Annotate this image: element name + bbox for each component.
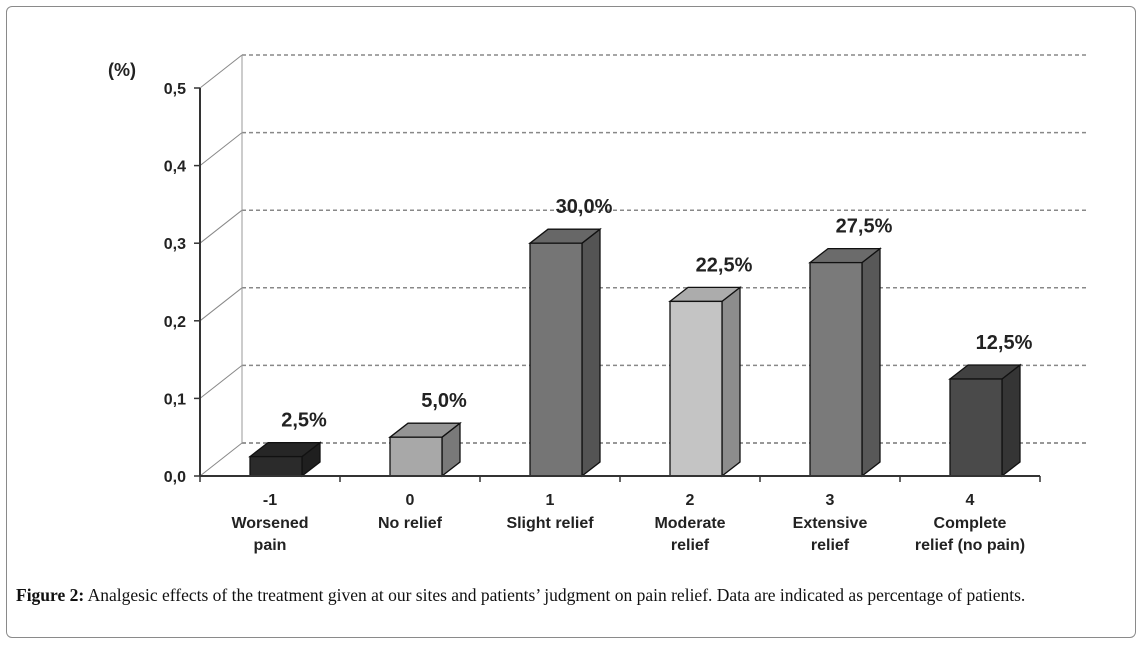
- bar-chart: 0,0 0,1 0,2 0,3 0,4 0,5 (%) 2,5% 5,0% 30,0% 22,5% 2…: [108, 54, 1086, 554]
- x-tick-label: Complete: [934, 515, 1007, 532]
- gridline-depth: [199, 365, 243, 399]
- bar: [949, 378, 1003, 477]
- bar-value-label: 27,5%: [836, 216, 893, 238]
- y-tick-label: 0,5: [164, 81, 186, 98]
- x-tick-code: 1: [546, 492, 555, 509]
- bar-value-label: 2,5%: [281, 410, 327, 432]
- bar: [249, 455, 303, 477]
- y-tick-label: 0,3: [164, 236, 186, 253]
- y-unit-label: (%): [108, 60, 136, 80]
- gridline-depth: [199, 132, 243, 166]
- bar-side: [1001, 363, 1021, 478]
- bar-side: [721, 286, 741, 478]
- x-tick-label: Worsened: [231, 515, 308, 532]
- bar-value-label: 5,0%: [421, 390, 467, 412]
- bar: [669, 300, 723, 477]
- y-tick-label: 0,2: [164, 314, 186, 331]
- bar: [389, 436, 443, 477]
- x-tick-label: Moderate: [654, 515, 725, 532]
- bar-value-label: 30,0%: [556, 196, 613, 218]
- x-tick-label: relief (no pain): [915, 537, 1025, 554]
- bar-side: [861, 247, 881, 478]
- x-tick-label: Slight relief: [506, 515, 594, 532]
- gridline-depth: [199, 209, 243, 244]
- y-tick-label: 0,4: [164, 159, 186, 176]
- bar-side: [581, 227, 601, 478]
- x-tick-label: No relief: [378, 515, 443, 532]
- x-tick-code: 4: [966, 492, 975, 509]
- gridline-depth: [199, 54, 243, 89]
- figure-caption: Figure 2: Analgesic effects of the treat…: [16, 585, 1136, 606]
- x-tick-label: relief: [811, 537, 850, 554]
- bar-value-label: 12,5%: [976, 332, 1033, 354]
- x-tick-code: 3: [826, 492, 835, 509]
- caption-text: Analgesic effects of the treatment given…: [84, 585, 1026, 605]
- floor-depth-edge: [199, 442, 243, 477]
- x-tick-label: relief: [671, 537, 710, 554]
- x-tick-code: 0: [406, 492, 415, 509]
- y-tick-label: 0,0: [164, 469, 186, 486]
- x-tick-label: Extensive: [793, 515, 868, 532]
- x-tick-code: 2: [686, 492, 695, 509]
- caption-label: Figure 2:: [16, 585, 85, 605]
- y-tick-label: 0,1: [164, 391, 186, 408]
- bar: [529, 242, 583, 477]
- bar-value-label: 22,5%: [696, 254, 753, 276]
- x-tick-label: pain: [254, 537, 287, 554]
- bar: [809, 261, 863, 477]
- gridline-depth: [199, 287, 243, 322]
- x-tick-code: -1: [263, 492, 277, 509]
